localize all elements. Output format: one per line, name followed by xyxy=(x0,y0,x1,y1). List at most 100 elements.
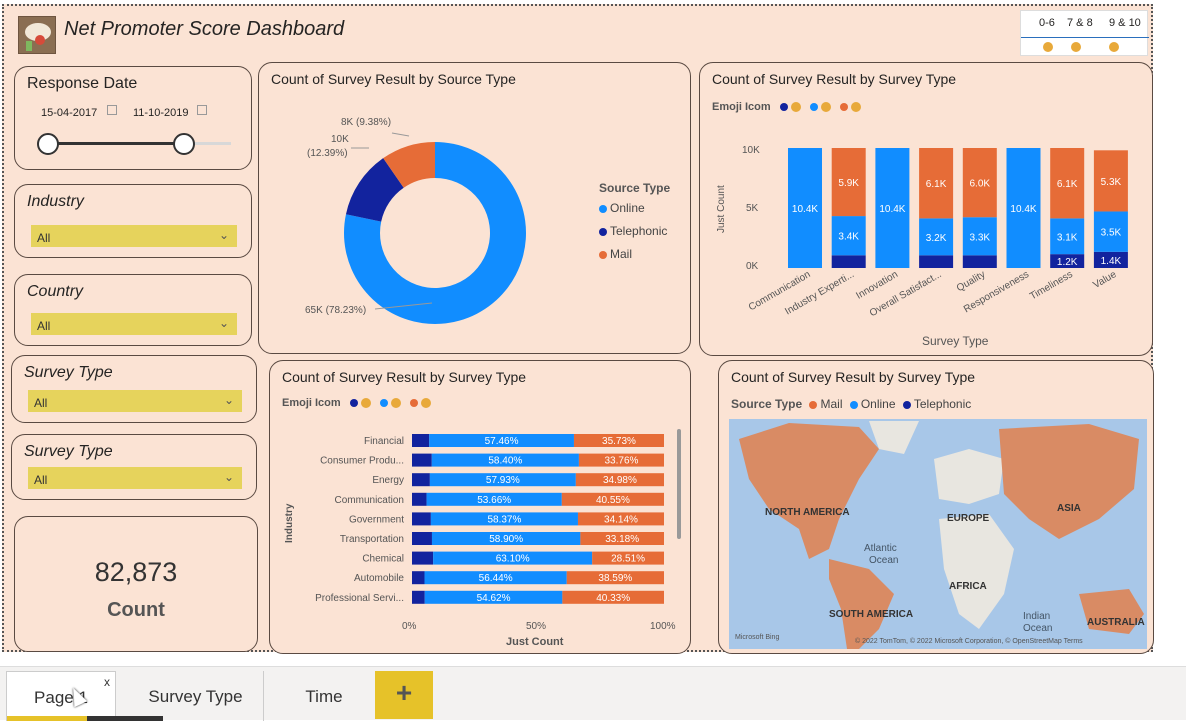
south-america-region xyxy=(829,559,894,649)
survey-type-dropdown[interactable]: All ⌄ xyxy=(28,390,242,412)
survey-type-slicer-1: Survey Type All ⌄ xyxy=(11,355,257,423)
x-tick-label: Value xyxy=(1091,269,1118,291)
industry-slicer: Industry All ⌄ xyxy=(14,184,252,258)
page-title: Net Promoter Score Dashboard xyxy=(64,18,345,40)
telephonic-slice-label: 10K xyxy=(331,134,349,145)
column-segment xyxy=(962,148,997,218)
bar-data-label: 57.46% xyxy=(485,436,519,447)
industry-dropdown[interactable]: All ⌄ xyxy=(31,225,237,247)
bar-data-label: 58.37% xyxy=(487,514,521,525)
nps-range-detractor: 0-6 xyxy=(1039,17,1055,29)
tab-page-1[interactable]: Page 1 xyxy=(6,671,163,721)
vertical-scrollbar[interactable] xyxy=(677,429,681,539)
bar-data-label: 34.98% xyxy=(603,475,637,486)
nps-range-passive: 7 & 8 xyxy=(1067,17,1093,29)
nps-range-promoter: 9 & 10 xyxy=(1109,17,1141,29)
x-tick-label: Overall Satisfact... xyxy=(868,269,944,319)
north-america-region xyxy=(739,423,879,559)
map-title: Count of Survey Result by Survey Type xyxy=(731,369,976,385)
column-segment xyxy=(875,148,910,268)
y-tick: 0K xyxy=(746,261,759,272)
bar-segment xyxy=(412,551,434,565)
y-tick-label: Chemical xyxy=(362,554,404,565)
bar-segment xyxy=(429,434,574,447)
bar-segment xyxy=(561,492,664,506)
y-tick: 10K xyxy=(742,145,760,156)
column-segment xyxy=(831,216,866,256)
bar-segment xyxy=(578,453,664,467)
bar-data-label: 54.62% xyxy=(477,593,511,604)
bar-segment xyxy=(412,571,425,585)
bar-segment xyxy=(575,473,664,487)
passive-dot-icon xyxy=(809,103,818,112)
map-label-atlantic: Atlantic xyxy=(864,543,897,554)
donut-slice-online xyxy=(344,142,526,325)
bar-segment xyxy=(566,571,664,585)
survey-type-title: Survey Type xyxy=(24,364,113,381)
count-value: 82,873 xyxy=(94,557,178,587)
calendar-icon[interactable] xyxy=(107,105,117,115)
bar-segment xyxy=(412,473,430,487)
tab-time[interactable]: Time xyxy=(305,687,343,706)
map-legend: Source Type Mail Online Telephonic xyxy=(731,397,972,411)
mail-dot-icon xyxy=(809,400,818,409)
neutral-emoji-icon xyxy=(1071,42,1081,52)
column-segment xyxy=(831,255,866,268)
donut-slice-telephonic xyxy=(345,158,404,222)
donut-chart-title: Count of Survey Result by Source Type xyxy=(271,71,516,87)
y-tick-label: Transportation xyxy=(340,534,404,545)
map-legend-title: Source Type xyxy=(731,397,803,411)
column-data-label: 5.3K xyxy=(1101,177,1122,188)
map-label-south-america: SOUTH AMERICA xyxy=(829,609,913,620)
survey-type-dropdown[interactable]: All ⌄ xyxy=(28,467,242,489)
online-dot-icon xyxy=(599,204,607,213)
start-date-value[interactable]: 15-04-2017 xyxy=(41,107,98,119)
country-dropdown[interactable]: All ⌄ xyxy=(31,313,237,335)
add-page-button[interactable]: + xyxy=(375,671,433,719)
column-data-label: 3.2K xyxy=(926,233,947,244)
happy-emoji-icon xyxy=(850,102,861,113)
column-data-label: 10.4K xyxy=(792,204,818,215)
country-title: Country xyxy=(27,283,84,300)
date-range-track[interactable] xyxy=(47,142,187,145)
bar-segment xyxy=(430,512,578,526)
y-tick-label: Government xyxy=(349,514,404,525)
chevron-down-icon: ⌄ xyxy=(223,393,234,407)
survey-type-slicer-2: Survey Type All ⌄ xyxy=(11,434,257,500)
map-credit[interactable]: © 2022 TomTom, © 2022 Microsoft Corporat… xyxy=(855,637,1083,645)
column-segment xyxy=(919,218,954,256)
active-tab-indicator xyxy=(7,716,87,721)
y-axis-title: Industry xyxy=(284,503,295,543)
column-data-label: 3.3K xyxy=(970,232,991,243)
map-label-europe: EUROPE xyxy=(947,513,990,524)
response-date-slicer[interactable]: Response Date 15-04-2017 11-10-2019 xyxy=(14,66,252,170)
emoji-legend: Emoji Icom xyxy=(712,101,861,113)
africa-region xyxy=(939,514,1014,629)
sad-emoji-icon xyxy=(1043,42,1053,52)
donut-chart: 8K (9.38%) 10K (12.39%) 65K (78.23%) xyxy=(305,117,526,325)
asia-region xyxy=(999,424,1139,539)
bar-segment xyxy=(426,492,562,506)
world-map[interactable]: NORTH AMERICA EUROPE ASIA AFRICA SOUTH A… xyxy=(729,419,1147,649)
sad-emoji-icon xyxy=(790,102,801,113)
close-icon[interactable]: x xyxy=(104,675,110,689)
sad-emoji-icon xyxy=(360,398,371,409)
neutral-emoji-icon xyxy=(390,398,401,409)
donut-chart-panel: Count of Survey Result by Source Type 8K… xyxy=(258,62,691,354)
calendar-icon[interactable] xyxy=(197,105,207,115)
x-tick-label: Timeliness xyxy=(1028,269,1075,302)
start-handle[interactable] xyxy=(37,133,59,155)
horizontal-bar-chart: Industry Financial 57.46% 35.73% Consumer P… xyxy=(284,434,676,648)
bar-data-label: 63.10% xyxy=(496,554,530,565)
column-segment xyxy=(919,255,954,268)
map-label-indian-ocean: Ocean xyxy=(1023,623,1052,634)
end-handle[interactable] xyxy=(173,133,195,155)
tab-survey-type[interactable]: Survey Type xyxy=(128,671,264,721)
bar-data-label: 33.18% xyxy=(605,534,639,545)
end-date-value[interactable]: 11-10-2019 xyxy=(133,107,189,119)
stacked-column-title: Count of Survey Result by Survey Type xyxy=(712,71,957,87)
emoji-legend-title: Emoji Icom xyxy=(282,397,341,409)
column-segment xyxy=(1093,150,1128,212)
y-tick-label: Professional Servi... xyxy=(315,593,404,604)
telephonic-slice-label: (12.39%) xyxy=(307,148,348,159)
